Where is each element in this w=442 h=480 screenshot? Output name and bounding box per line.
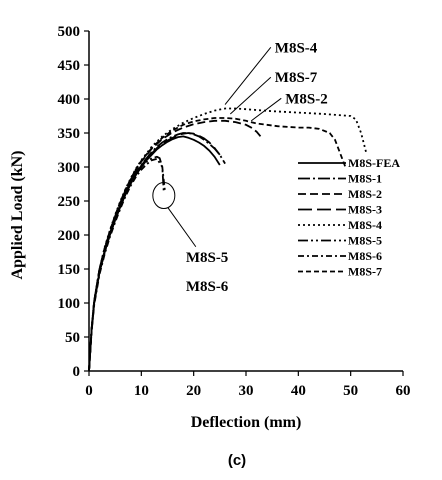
y-tick-label: 100 [58,296,81,312]
y-tick-label: 0 [73,364,81,380]
x-tick-label: 40 [291,383,306,399]
legend-label: M8S-6 [348,249,382,263]
y-tick-label: 250 [58,194,81,210]
y-ticks: 0 50 100 150 200 250 300 350 400 450 500 [58,24,89,380]
series-group [88,107,368,372]
annotation-label: M8S-2 [285,91,328,107]
y-tick-label: 450 [58,58,81,74]
legend-label: M8S-7 [348,265,382,279]
annotation-leader [229,76,272,115]
y-tick-label: 150 [58,262,81,278]
y-tick-label: 300 [58,160,81,176]
annotations-group: M8S-4 M8S-7 M8S-2 M8S-5 M8S-6 [152,40,328,295]
failure-point-circle [152,182,176,210]
annotation-label: M8S-5 [186,250,229,266]
series-line-m8s-6 [88,157,166,372]
legend-label: M8S-2 [348,187,382,201]
y-tick-label: 200 [58,228,81,244]
annotation-leader [250,97,282,122]
legend-label: M8S-3 [348,203,382,217]
annotation-label: M8S-7 [275,70,318,86]
legend-label: M8S-4 [348,218,382,232]
y-tick-label: 350 [58,126,81,142]
plot-area [88,31,403,372]
legend-label: M8S-FEA [348,156,400,170]
x-tick-label: 50 [343,383,358,399]
series-line-m8s-7 [88,117,347,372]
y-tick-label: 50 [65,330,80,346]
annotation-label: M8S-4 [275,40,318,56]
x-tick-label: 10 [134,383,149,399]
y-tick-label: 400 [58,92,81,108]
x-ticks: 0 10 20 30 40 50 60 [85,371,411,399]
y-axis-label: Applied Load (kN) [9,151,26,280]
x-axis-label: Deflection (mm) [191,414,302,431]
x-tick-label: 60 [396,383,411,399]
annotation-leader [224,47,272,105]
legend-label: M8S-5 [348,234,382,248]
series-line-m8s-2 [88,119,263,372]
legend-label: M8S-1 [348,172,382,186]
series-line-m8s-3 [88,132,221,372]
annotation-leader [167,207,197,248]
annotation-label: M8S-6 [186,279,229,295]
x-tick-label: 20 [186,383,201,399]
y-tick-label: 500 [58,24,81,40]
panel-label: (c) [228,452,246,469]
x-tick-label: 0 [85,383,93,399]
x-tick-label: 30 [239,383,254,399]
